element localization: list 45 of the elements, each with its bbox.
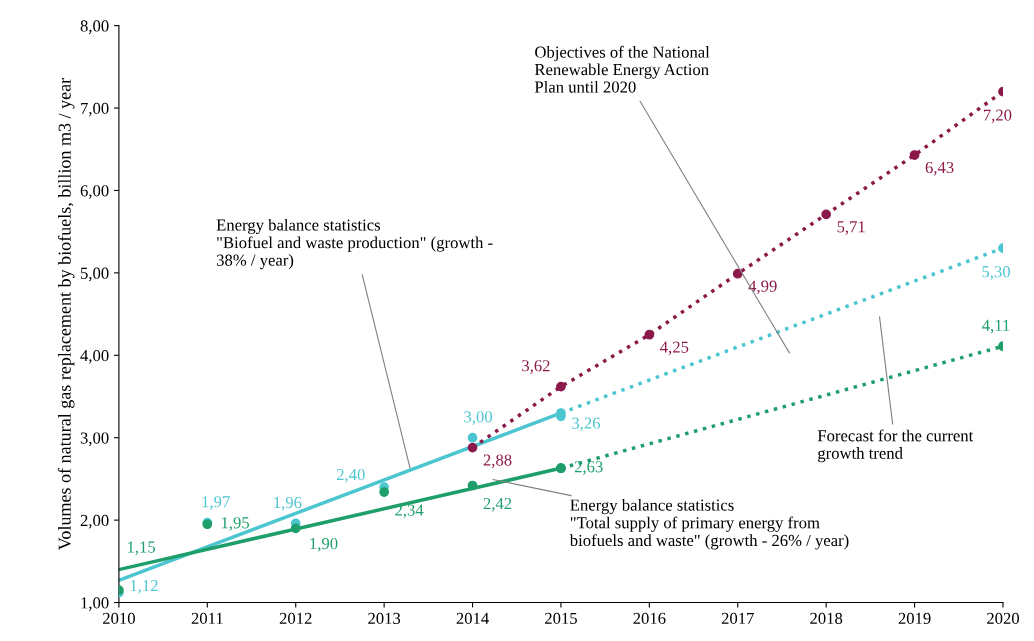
data-label: 2,34 <box>395 504 424 519</box>
y-axis-title: Volumes of natural gas replacement by biofuels, billion m3 / year <box>57 78 75 551</box>
y-tick-label: 4,00 <box>80 350 109 364</box>
data-label: 2,88 <box>483 454 512 469</box>
annotation: Objectives of the National Renewable Energy Action Plan until 2020 <box>534 45 710 93</box>
x-tick-label: 2015 <box>545 612 577 624</box>
x-tick-label: 2018 <box>810 612 843 624</box>
y-tick-label: 6,00 <box>80 185 109 199</box>
y-tick-label: 2,00 <box>80 514 109 529</box>
y-tick-label: 8,00 <box>80 20 109 34</box>
y-tick-label: 5,00 <box>80 267 109 282</box>
y-tick-label: 7,00 <box>81 102 109 117</box>
data-label: 1,95 <box>221 517 250 531</box>
y-tick-label: 3,00 <box>80 432 109 447</box>
x-tick-label: 2019 <box>898 612 931 624</box>
annotation: Energy balance statistics "Biofuel and waste production" (growth - 38% / year) <box>216 218 493 270</box>
data-label: 2,42 <box>483 497 512 512</box>
x-tick-label: 2012 <box>279 612 312 624</box>
y-tick-label: 1,00 <box>81 597 109 611</box>
annotation: Energy balance statistics "Total supply of primary energy from biofuels and waste" (growth - 26% / year) <box>569 498 849 550</box>
x-tick-label: 2011 <box>191 612 223 624</box>
data-label: 3,62 <box>522 360 550 374</box>
data-label: 5,71 <box>837 221 865 235</box>
data-label: 1,12 <box>130 580 158 594</box>
data-label: 3,26 <box>572 417 601 432</box>
x-tick-label: 2013 <box>368 612 401 624</box>
data-label: 6,43 <box>925 161 954 176</box>
data-label: 2,63 <box>574 461 603 475</box>
data-label: 5,30 <box>982 266 1010 280</box>
x-tick-label: 2016 <box>633 612 666 624</box>
data-label: 1,90 <box>310 537 338 552</box>
x-tick-label: 2020 <box>987 612 1020 624</box>
data-label: 7,20 <box>983 109 1012 124</box>
data-label: 1,15 <box>128 541 156 556</box>
data-label: 4,11 <box>982 319 1010 334</box>
x-tick-label: 2010 <box>102 612 135 624</box>
x-tick-label: 2014 <box>456 612 489 624</box>
data-label: 1,96 <box>274 496 302 511</box>
x-tick-label: 2017 <box>721 612 754 624</box>
data-label: 3,00 <box>464 411 493 425</box>
data-label: 2,40 <box>336 468 365 483</box>
data-label: 4,99 <box>748 280 777 295</box>
annotation: Forecast for the current growth trend <box>817 429 974 463</box>
data-label: 4,25 <box>660 341 689 356</box>
data-label: 1,97 <box>202 496 230 510</box>
